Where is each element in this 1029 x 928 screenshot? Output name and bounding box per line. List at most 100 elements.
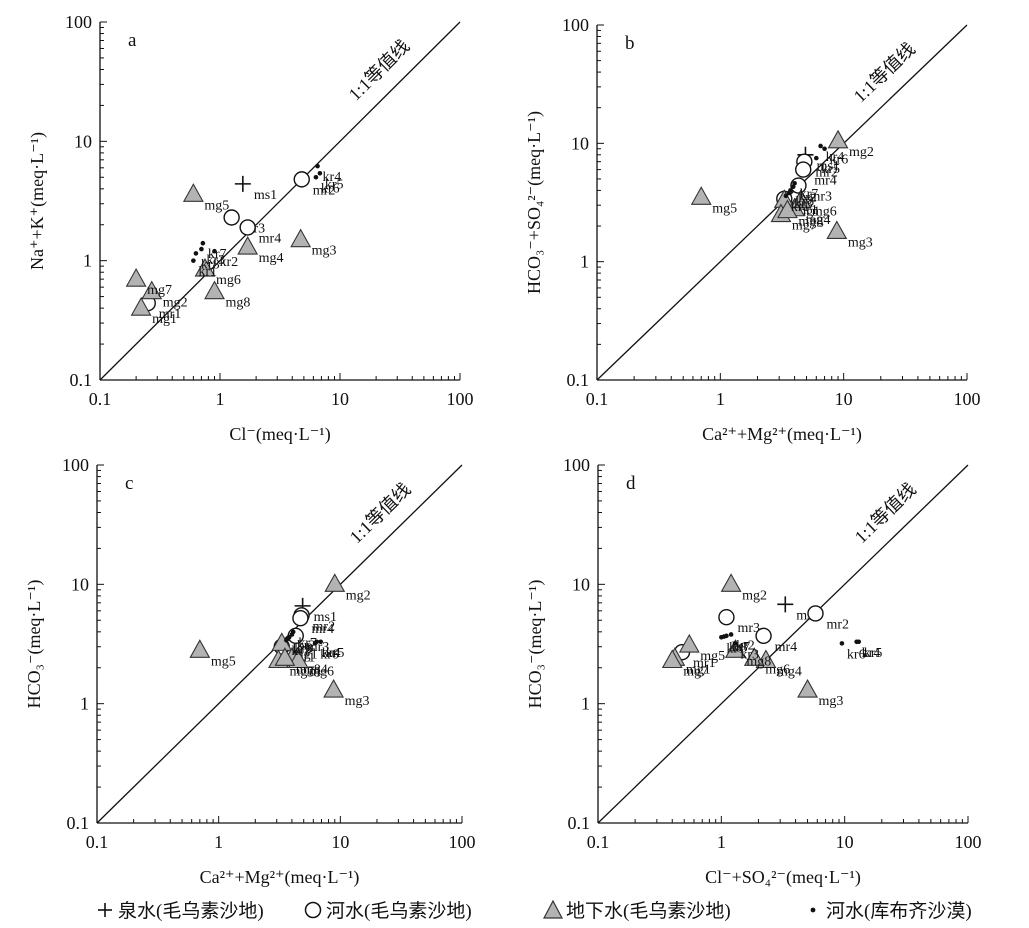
x-tick-label: 1 xyxy=(214,832,223,852)
point-kr6 xyxy=(839,641,845,646)
point-kr2 xyxy=(790,184,796,190)
point-label-kr6: kr6 xyxy=(830,153,849,168)
point-label-mr2: mr2 xyxy=(815,166,838,181)
point-label-mg8: mg8 xyxy=(226,296,251,311)
y-axis-label: HCO₃⁻(meq·L⁻¹) xyxy=(24,580,45,709)
x-tick-label: 0.1 xyxy=(586,389,609,409)
point-label-mg5: mg5 xyxy=(204,198,229,213)
point-label-mg7: mg7 xyxy=(683,665,708,680)
legend-item-spring: 泉水(毛乌素沙地) xyxy=(92,896,264,923)
point-label-kr7: kr7 xyxy=(298,636,317,651)
point-label-kr1: kr1 xyxy=(291,644,310,659)
point-mg2 xyxy=(827,129,849,149)
point-label-mg3: mg3 xyxy=(312,244,337,259)
x-tick-label: 10 xyxy=(331,832,349,852)
point-mg5 xyxy=(182,183,204,202)
y-axis-label: HCO₃⁻+SO₄²⁻(meq·L⁻¹) xyxy=(524,111,545,294)
reference-line xyxy=(99,21,461,381)
y-tick-label: 0.1 xyxy=(70,370,93,390)
point-label-mg3: mg3 xyxy=(848,235,873,250)
x-tick-label: 10 xyxy=(331,389,349,409)
x-axis-label: Ca²⁺+Mg²⁺(meq·L⁻¹) xyxy=(200,867,360,888)
y-tick-label: 10 xyxy=(71,574,89,594)
point-label-kr8: kr8 xyxy=(294,641,313,656)
point-label-mg8: mg8 xyxy=(798,215,823,230)
point-kr5 xyxy=(318,639,324,645)
y-tick-label: 100 xyxy=(65,12,92,32)
y-tick-label: 10 xyxy=(74,131,92,151)
point-kr6 xyxy=(313,174,319,180)
point-mg7 xyxy=(661,649,683,669)
y-axis-label: Na⁺+K⁺(meq·L⁻¹) xyxy=(27,132,48,270)
point-kr5 xyxy=(856,639,862,645)
point-label-mg7: mg7 xyxy=(792,219,817,234)
point-label-mr1: mr1 xyxy=(159,307,182,322)
x-axis-label: Cl⁻+SO₄²⁻(meq·L⁻¹) xyxy=(705,867,861,888)
legend-label: 地下水(毛乌素沙地) xyxy=(566,901,731,922)
x-tick-label: 100 xyxy=(954,389,981,409)
point-mg8 xyxy=(724,639,746,658)
point-mg1 xyxy=(130,297,152,316)
point-label-kr8: kr8 xyxy=(201,257,220,272)
point-mg8 xyxy=(274,647,296,666)
figure-four-panels: 0.1 1 10 100 0.1 1 10 100 Cl⁻(meq·L⁻¹) Na⁺+K⁺(meq… xyxy=(24,12,982,888)
point-mr3 xyxy=(223,209,240,226)
point-label-mr1: mr1 xyxy=(693,656,716,671)
point-label-mr3: mr3 xyxy=(737,621,760,636)
point-label-kr1: kr1 xyxy=(726,641,745,656)
point-kr8 xyxy=(721,634,727,639)
legend-label: 河水(库布齐沙漠) xyxy=(826,901,972,922)
point-ms1 xyxy=(234,175,251,192)
point-label-ms1: ms1 xyxy=(314,610,337,625)
point-label-kr4: kr4 xyxy=(826,150,845,165)
point-kr2 xyxy=(212,248,217,254)
point-label-kr2: kr2 xyxy=(736,638,755,653)
point-kr7 xyxy=(200,240,206,246)
point-label-kr1: kr1 xyxy=(791,200,810,215)
point-mg5 xyxy=(678,633,700,653)
x-tick-label: 100 xyxy=(449,832,476,852)
point-label-ms1: ms1 xyxy=(816,159,839,174)
legend-item-river-kubuqi: 河水(库布齐沙漠) xyxy=(800,896,972,923)
point-label-mg5: mg5 xyxy=(211,654,236,669)
series-plus: ms1 xyxy=(234,175,277,203)
y-tick-label: 10 xyxy=(571,133,589,153)
point-label-mg2: mg2 xyxy=(742,588,767,603)
point-mg6 xyxy=(194,257,216,277)
panel-letter: a xyxy=(128,30,137,51)
x-tick-label: 10 xyxy=(836,832,854,852)
x-tick-label: 100 xyxy=(955,832,982,852)
y-tick-label: 0.1 xyxy=(568,813,591,833)
series-plus: ms1 xyxy=(294,597,337,625)
y-axis-label: HCO₃⁻(meq·L⁻¹) xyxy=(525,580,546,709)
point-kr5 xyxy=(814,155,819,161)
point-label-mr4: mr4 xyxy=(311,622,334,637)
circle-icon xyxy=(304,901,322,918)
point-kr6 xyxy=(822,146,827,152)
point-label-mr3: mr3 xyxy=(307,640,330,655)
point-mg2 xyxy=(141,280,163,300)
x-tick-label: 1 xyxy=(717,832,726,852)
point-label-mg3: mg3 xyxy=(345,694,370,709)
point-label-mr4: mr4 xyxy=(775,640,798,655)
point-label-mg2: mg2 xyxy=(346,588,371,603)
panel-c: 0.1 1 10 100 0.1 1 10 100 Ca²⁺+Mg²⁺(meq·L⁻¹) HCO₃… xyxy=(24,455,476,888)
y-tick-label: 1 xyxy=(80,694,89,714)
y-tick-label: 1 xyxy=(83,251,92,271)
point-kr7 xyxy=(792,180,797,186)
point-label-mg3: mg3 xyxy=(819,694,844,709)
point-label-mr2: mr2 xyxy=(313,619,336,634)
point-mr3 xyxy=(718,609,735,626)
point-kr5 xyxy=(317,170,323,176)
point-mr4 xyxy=(292,610,309,627)
legend: 泉水(毛乌素沙地) 河水(毛乌素沙地) 地下水(毛乌素沙地) 河水(库布齐沙漠) xyxy=(0,890,1029,928)
panel-a: 0.1 1 10 100 0.1 1 10 100 Cl⁻(meq·L⁻¹) Na⁺+K⁺(meq… xyxy=(27,12,474,445)
point-label-mg6: mg6 xyxy=(216,273,241,288)
point-label-mg4: mg4 xyxy=(259,251,284,266)
point-label-kr3: kr3 xyxy=(206,253,225,268)
triangle-icon xyxy=(543,899,563,919)
